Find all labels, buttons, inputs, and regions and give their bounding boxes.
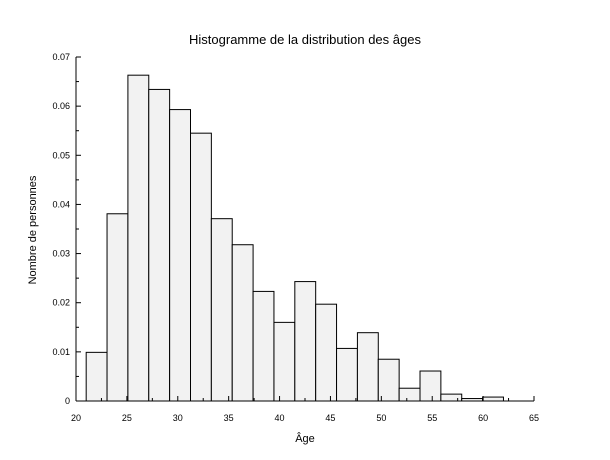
- histogram-bar: [190, 132, 212, 402]
- y-tick-label: 0.01: [52, 347, 70, 357]
- y-axis-label: Nombre de personnes: [27, 175, 39, 284]
- histogram-bar: [148, 88, 171, 402]
- histogram-bar: [440, 393, 463, 402]
- y-tick-label: 0.02: [52, 298, 70, 308]
- histogram-bar: [127, 74, 150, 402]
- x-tick-label: 55: [427, 413, 437, 423]
- histogram-bar: [336, 347, 358, 402]
- histogram-bar: [210, 218, 233, 402]
- y-tick-label: 0.03: [52, 249, 70, 259]
- histogram-bar: [315, 303, 338, 402]
- y-tick-label: 0.04: [52, 199, 70, 209]
- histogram-bar: [169, 109, 191, 402]
- histogram-bar: [273, 321, 296, 402]
- bars: [85, 74, 504, 402]
- histogram-bar: [106, 213, 129, 402]
- histogram-bar: [356, 332, 379, 402]
- histogram-bar: [398, 387, 421, 402]
- y-tick-label: 0.06: [52, 101, 70, 111]
- axes: 20 25 30 35 40 45 50 55 60 65 0 0.01 0.02 0.03 0.04 0.0…: [52, 52, 539, 423]
- x-tick-label: 40: [275, 413, 285, 423]
- x-tick-label: 25: [122, 413, 132, 423]
- x-tick-label: 35: [224, 413, 234, 423]
- chart-title: Histogramme de la distribution des âges: [189, 32, 421, 47]
- x-tick-label: 50: [376, 413, 386, 423]
- histogram-bar: [294, 281, 317, 402]
- histogram-bar: [85, 351, 108, 402]
- x-tick-label: 30: [173, 413, 183, 423]
- x-tick-label: 60: [478, 413, 488, 423]
- x-tick-label: 65: [529, 413, 539, 423]
- histogram-bar: [252, 290, 275, 402]
- x-tick-label: 45: [325, 413, 335, 423]
- histogram-bar: [419, 370, 442, 402]
- histogram-bar: [231, 244, 254, 402]
- y-tick-label: 0.05: [52, 150, 70, 160]
- y-tick-label: 0: [65, 396, 70, 406]
- x-axis-label: Âge: [295, 432, 315, 445]
- histogram-bar: [482, 396, 504, 402]
- y-tick-label: 0.07: [52, 52, 70, 62]
- histogram-bar: [377, 358, 400, 402]
- x-tick-label: 20: [71, 413, 81, 423]
